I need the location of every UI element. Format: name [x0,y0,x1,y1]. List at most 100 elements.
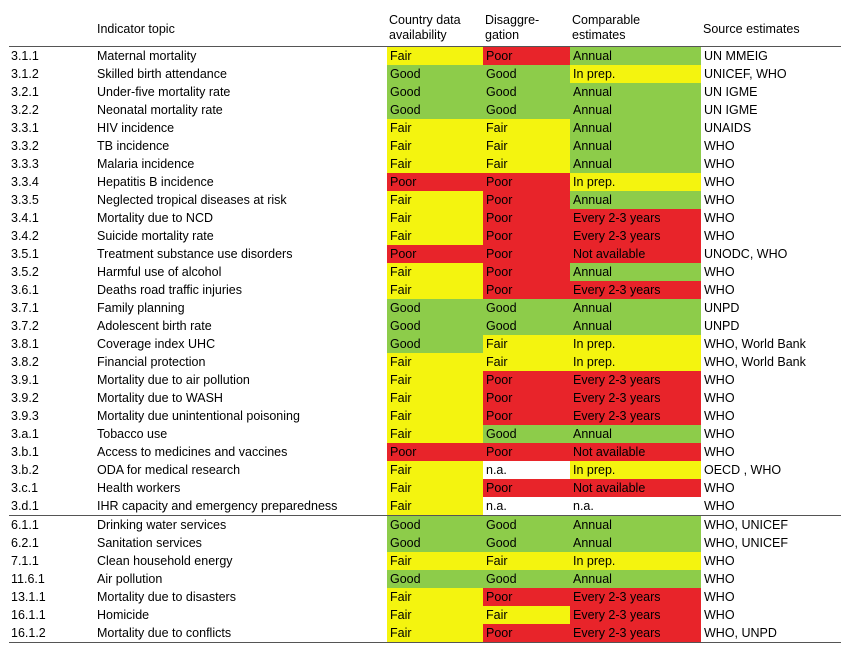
indicator-code: 3.3.5 [11,193,39,207]
table-body: 3.1.1 Maternal mortality Fair Poor Annual UN … [9,47,841,642]
table-row: 3.a.1 Tobacco use Fair Good Annual WHO [9,425,841,443]
table-row: 3.2.1 Under-five mortality rate Good Good An… [9,83,841,101]
source-estimates-cell: WHO, World Bank [704,337,806,351]
disaggregation-cell: Good [483,101,570,119]
availability-cell: Fair [387,227,483,245]
source-estimates-cell: WHO [704,193,735,207]
table-row: 16.1.2 Mortality due to conflicts Fair Poor… [9,624,841,642]
table-row: 6.2.1 Sanitation services Good Good Annual WH… [9,534,841,552]
indicator-code: 3.9.1 [11,373,39,387]
comparable-estimates-cell: Annual [570,137,701,155]
table-row: 3.5.1 Treatment substance use disorders Po… [9,245,841,263]
source-estimates-cell: UNODC, WHO [704,247,788,261]
availability-cell: Fair [387,191,483,209]
disaggregation-cell: Poor [483,209,570,227]
disaggregation-cell: Poor [483,227,570,245]
comparable-estimates-cell: Annual [570,516,701,534]
indicator-code: 6.1.1 [11,518,39,532]
table-row: 3.9.1 Mortality due to air pollution Fair P… [9,371,841,389]
source-estimates-cell: WHO, World Bank [704,355,806,369]
indicator-topic: Neglected tropical diseases at risk [97,193,287,207]
source-estimates-cell: WHO [704,608,735,622]
indicator-code: 3.2.1 [11,85,39,99]
availability-cell: Fair [387,588,483,606]
disaggregation-cell: Poor [483,245,570,263]
availability-cell: Good [387,317,483,335]
source-estimates-cell: WHO [704,445,735,459]
table-row: 3.3.2 TB incidence Fair Fair Annual WHO [9,137,841,155]
indicator-topic: Maternal mortality [97,49,197,63]
table-row: 3.1.2 Skilled birth attendance Good Good In … [9,65,841,83]
table-row: 3.9.2 Mortality due to WASH Fair Poor Every … [9,389,841,407]
disaggregation-cell: Poor [483,407,570,425]
indicator-code: 3.3.2 [11,139,39,153]
source-estimates-cell: WHO [704,427,735,441]
table-row: 3.4.2 Suicide mortality rate Fair Poor Every… [9,227,841,245]
source-estimates-cell: WHO [704,139,735,153]
availability-cell: Fair [387,461,483,479]
disaggregation-cell: Poor [483,263,570,281]
indicator-code: 3.4.1 [11,211,39,225]
source-estimates-cell: OECD , WHO [704,463,782,477]
disaggregation-cell: Good [483,570,570,588]
source-estimates-cell: WHO [704,572,735,586]
comparable-estimates-cell: Not available [570,443,701,461]
table-row: 16.1.1 Homicide Fair Fair Every 2-3 years WHO [9,606,841,624]
source-estimates-cell: UNPD [704,301,740,315]
disaggregation-cell: Poor [483,624,570,642]
disaggregation-cell: Good [483,317,570,335]
comparable-estimates-cell: In prep. [570,353,701,371]
table-row: 11.6.1 Air pollution Good Good Annual WHO [9,570,841,588]
comparable-estimates-cell: Every 2-3 years [570,281,701,299]
source-estimates-cell: WHO, UNICEF [704,518,789,532]
indicator-code: 3.4.2 [11,229,39,243]
indicator-code: 3.8.2 [11,355,39,369]
indicator-topic: Adolescent birth rate [97,319,212,333]
table-row: 3.c.1 Health workers Fair Poor Not available… [9,479,841,497]
comparable-estimates-cell: In prep. [570,65,701,83]
indicator-code: 3.b.1 [11,445,39,459]
comparable-estimates-cell: In prep. [570,335,701,353]
comparable-estimates-cell: Every 2-3 years [570,624,701,642]
table-row: 3.b.1 Access to medicines and vaccines Poo… [9,443,841,461]
source-estimates-cell: WHO [704,499,735,513]
table-row: 3.8.1 Coverage index UHC Good Fair In prep. W… [9,335,841,353]
indicator-code: 3.1.1 [11,49,39,63]
table-header: Indicator topic Country data availabilit… [9,8,841,47]
source-estimates-cell: UNPD [704,319,740,333]
indicator-code: 3.8.1 [11,337,39,351]
indicator-code: 3.a.1 [11,427,39,441]
comparable-estimates-cell: Annual [570,119,701,137]
table-row: 3.3.4 Hepatitis B incidence Poor Poor In pre… [9,173,841,191]
indicator-code: 3.6.1 [11,283,39,297]
source-estimates-cell: WHO [704,157,735,171]
disaggregation-cell: Poor [483,281,570,299]
availability-cell: Good [387,335,483,353]
comparable-estimates-cell: Every 2-3 years [570,407,701,425]
indicator-topic: Suicide mortality rate [97,229,214,243]
table-row: 6.1.1 Drinking water services Good Good Annu… [9,515,841,534]
comparable-estimates-cell: Annual [570,570,701,588]
table-row: 13.1.1 Mortality due to disasters Fair Poor… [9,588,841,606]
availability-cell: Good [387,65,483,83]
indicator-code: 3.d.1 [11,499,39,513]
availability-cell: Good [387,534,483,552]
indicator-topic: Homicide [97,608,150,622]
indicator-code: 3.b.2 [11,463,39,477]
source-estimates-cell: WHO [704,373,735,387]
availability-cell: Fair [387,353,483,371]
availability-cell: Fair [387,119,483,137]
indicator-code: 7.1.1 [11,554,39,568]
source-estimates-cell: UN MMEIG [704,49,768,63]
availability-cell: Fair [387,552,483,570]
indicator-topic: Hepatitis B incidence [97,175,214,189]
indicator-topic: Family planning [97,301,185,315]
disaggregation-cell: Good [483,425,570,443]
indicator-topic: Mortality due unintentional poisoning [97,409,300,423]
disaggregation-cell: Good [483,83,570,101]
availability-cell: Fair [387,209,483,227]
indicator-code: 3.7.1 [11,301,39,315]
indicator-code: 3.5.2 [11,265,39,279]
indicator-topic: Tobacco use [97,427,168,441]
comparable-estimates-cell: Every 2-3 years [570,209,701,227]
